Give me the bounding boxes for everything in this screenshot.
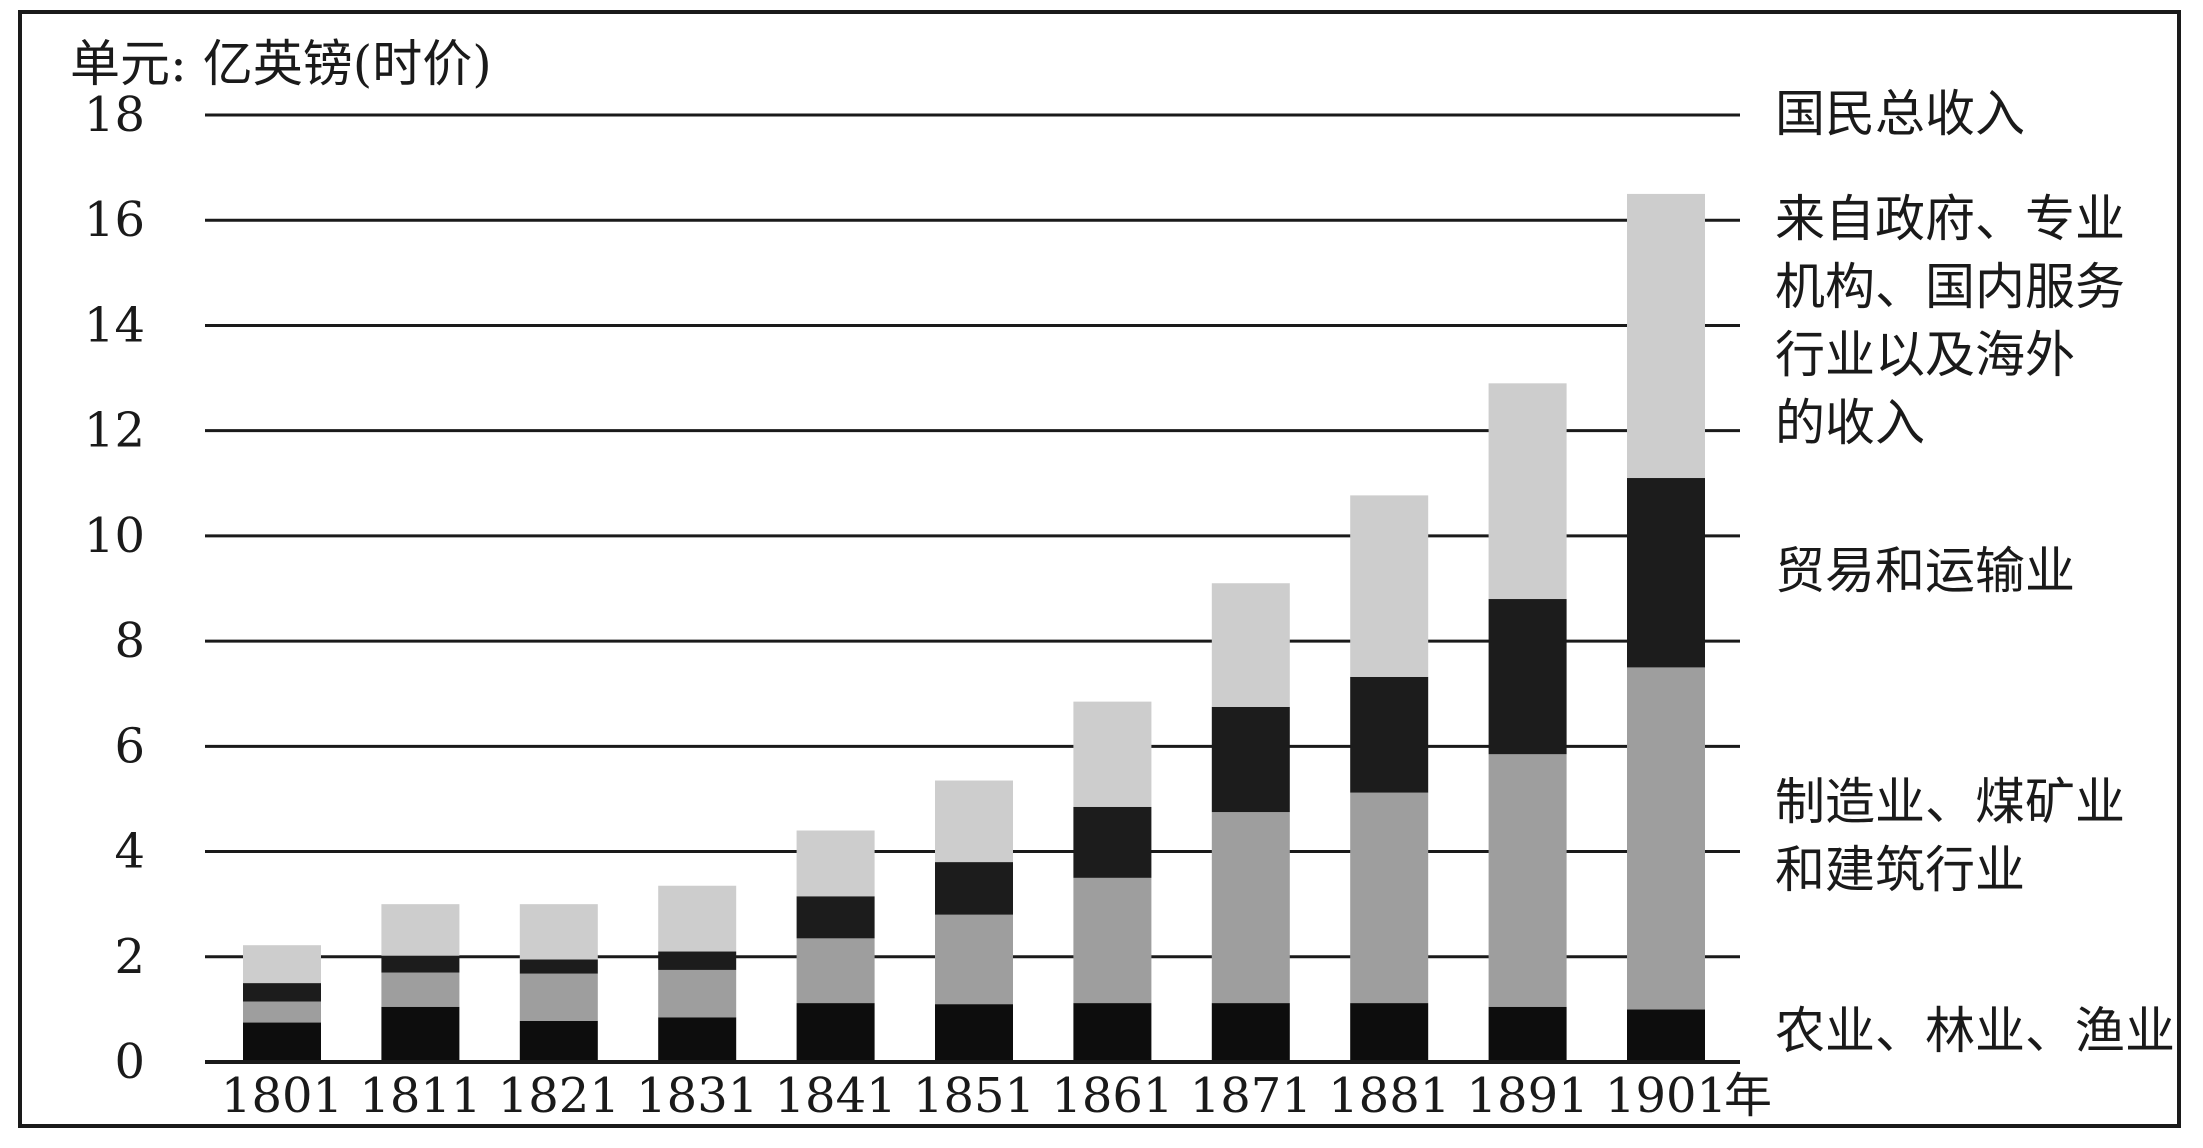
legend-services-line: 机构、国内服务: [1775, 258, 2125, 316]
bar-segment: [1627, 1009, 1705, 1062]
bar-segment: [1488, 599, 1567, 755]
bar-segment: [1627, 193, 1705, 479]
bar-segment: [796, 1003, 875, 1062]
bar-segment: [381, 972, 460, 1007]
legend-manufacturing-line: 制造业、煤矿业: [1775, 773, 2125, 831]
y-tick-label: 12: [84, 403, 145, 459]
bar-segment: [1211, 812, 1290, 1004]
x-tick-label: 1841: [775, 1068, 897, 1124]
y-tick-label: 2: [114, 929, 145, 985]
x-unit-suffix: 年: [1724, 1068, 1772, 1124]
bar-segment: [243, 945, 321, 984]
legend-services-line: 的收入: [1775, 394, 1925, 452]
bar-segment: [1211, 1003, 1290, 1062]
bar-segment: [1350, 1003, 1429, 1062]
bar-segment: [1073, 701, 1152, 807]
bar-segment: [1211, 706, 1290, 813]
bar-segment: [1073, 806, 1152, 878]
legend-services-line: 行业以及海外: [1775, 326, 2075, 384]
bar-segment: [658, 951, 737, 970]
y-tick-label: 0: [114, 1034, 145, 1090]
bar-segment: [243, 1022, 321, 1062]
x-tick-label: 1831: [636, 1068, 758, 1124]
bar-segment: [243, 1001, 321, 1023]
x-tick-label: 1881: [1328, 1068, 1450, 1124]
bar-segment: [1627, 478, 1705, 668]
legend-manufacturing-line: 和建筑行业: [1775, 841, 2025, 899]
y-tick-label: 4: [114, 824, 145, 880]
bar-segment: [935, 1004, 1013, 1062]
bar-segment: [1211, 583, 1290, 707]
bar-segment: [796, 938, 875, 1004]
bar-segment: [519, 1020, 598, 1062]
bar-segment: [381, 904, 460, 956]
legend-manufacturing: 制造业、煤矿业 和建筑行业: [1775, 768, 2125, 904]
bar-segment: [935, 914, 1013, 1005]
x-tick-label: 1811: [359, 1068, 481, 1124]
bar-segment: [935, 862, 1013, 915]
x-tick-label: 1901: [1605, 1068, 1727, 1124]
y-tick-label: 10: [84, 508, 145, 564]
bar-segment: [796, 830, 875, 897]
bar-segment: [796, 896, 875, 939]
bar-segment: [519, 959, 598, 974]
legend-national-income: 国民总收入: [1775, 85, 2025, 143]
y-tick-label: 14: [84, 297, 145, 353]
x-tick-label: 1871: [1190, 1068, 1312, 1124]
x-tick-label: 1891: [1467, 1068, 1589, 1124]
bar-segment: [243, 983, 321, 1002]
bar-segment: [1488, 754, 1567, 1007]
bar-segment: [519, 973, 598, 1021]
bar-segment: [381, 955, 460, 973]
bar-segment: [935, 780, 1013, 863]
x-tick-label: 1851: [913, 1068, 1035, 1124]
bar-segment: [1350, 495, 1429, 677]
legend-trade: 贸易和运输业: [1775, 542, 2075, 600]
bar-segment: [1488, 383, 1567, 600]
bar-segment: [1073, 1003, 1152, 1062]
y-tick-label: 18: [84, 87, 145, 143]
bar-segment: [1488, 1006, 1567, 1062]
legend-services: 来自政府、专业 机构、国内服务 行业以及海外 的收入: [1775, 185, 2125, 457]
chart-frame: [18, 10, 2181, 1128]
bar-segment: [1350, 792, 1429, 1004]
bar-segment: [381, 1006, 460, 1062]
bar-segment: [658, 885, 737, 952]
unit-label: 单元: 亿英镑(时价): [70, 35, 492, 93]
x-tick-label: 1801: [221, 1068, 343, 1124]
legend-services-line: 来自政府、专业: [1775, 190, 2125, 248]
bar-segment: [1073, 877, 1152, 1004]
bar-segment: [658, 1017, 737, 1062]
y-tick-label: 8: [114, 613, 145, 669]
bar-segment: [1350, 676, 1429, 793]
y-tick-label: 6: [114, 718, 145, 774]
x-tick-label: 1861: [1051, 1068, 1173, 1124]
bar-segment: [1627, 667, 1705, 1010]
bar-segment: [519, 904, 598, 960]
legend-agriculture: 农业、林业、渔业: [1775, 1002, 2175, 1060]
x-tick-label: 1821: [498, 1068, 620, 1124]
bar-segment: [658, 969, 737, 1018]
y-tick-label: 16: [84, 192, 145, 248]
